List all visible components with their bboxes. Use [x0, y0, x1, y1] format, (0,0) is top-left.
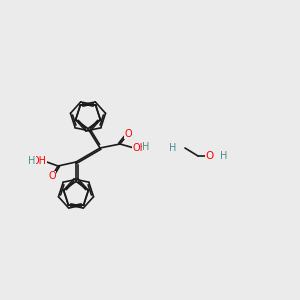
Text: O: O — [206, 151, 214, 161]
Text: H: H — [220, 151, 228, 161]
Text: O: O — [48, 171, 56, 181]
Text: H: H — [169, 143, 177, 153]
Text: H: H — [142, 142, 150, 152]
Text: H: H — [28, 156, 36, 166]
Text: O: O — [124, 129, 132, 139]
Text: OH: OH — [32, 156, 46, 166]
Text: OH: OH — [133, 143, 148, 153]
